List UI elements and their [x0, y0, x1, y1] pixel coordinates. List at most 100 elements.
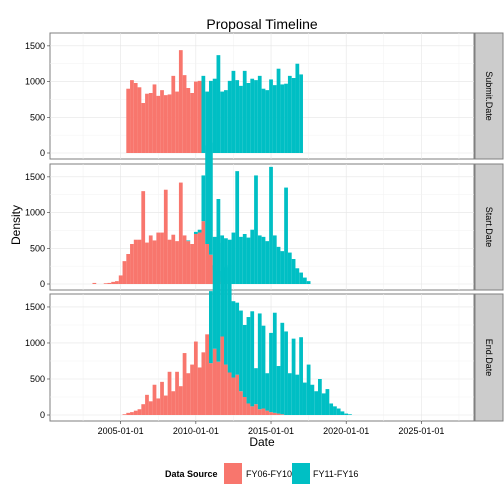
y-tick-label: 500 [30, 374, 45, 384]
y-tick-label: 1500 [25, 302, 45, 312]
bar [212, 348, 217, 415]
bar [295, 268, 300, 284]
bar [314, 391, 319, 415]
bar [284, 331, 288, 415]
bar [246, 403, 251, 415]
legend-title: Data Source [165, 469, 218, 479]
bar [145, 93, 149, 153]
bar [250, 311, 255, 407]
x-axis-ticks: 2005-01-01 2010-01-01 2015-01-01 2020-01-01… [98, 421, 444, 436]
bar [209, 80, 213, 153]
bar [242, 396, 247, 415]
bar [291, 338, 296, 415]
bar [216, 55, 221, 154]
y-tick-label: 500 [30, 112, 45, 122]
bar [220, 242, 225, 337]
bar [212, 236, 217, 270]
bar [201, 175, 206, 222]
bar [167, 94, 172, 153]
facet-strip [474, 163, 504, 291]
bar [235, 302, 240, 375]
x-axis-label: Date [249, 435, 275, 449]
bar [133, 83, 138, 153]
bar [212, 78, 217, 153]
x-tick-label: 2025-01-01 [398, 426, 444, 436]
bar [171, 75, 176, 153]
bar [299, 272, 303, 284]
legend-swatch-fy06-fy10 [224, 463, 242, 484]
bar [291, 259, 296, 284]
bar [239, 391, 243, 415]
bar [175, 91, 179, 153]
bar [242, 70, 247, 153]
bar [190, 93, 194, 153]
bar [163, 395, 168, 415]
bar [163, 189, 168, 284]
bar [250, 406, 255, 415]
bar [246, 317, 251, 404]
bar [130, 412, 134, 415]
bar [261, 88, 266, 153]
bar [257, 75, 262, 153]
y-tick-label: 1000 [25, 77, 45, 87]
bar [156, 398, 161, 415]
bar [133, 239, 138, 284]
bar [209, 142, 213, 255]
legend-swatch-fy11-fy16 [292, 463, 310, 484]
bar [209, 254, 213, 284]
bar [186, 88, 191, 153]
bar [257, 409, 262, 415]
bar [287, 373, 292, 415]
panel-start-date: 0 500 1000 1500 Start.Date [25, 142, 504, 291]
bar [152, 84, 157, 153]
bar [246, 237, 251, 284]
x-tick-label: 2015-01-01 [248, 426, 294, 436]
bar [156, 95, 161, 153]
bar [209, 291, 213, 364]
bar [302, 382, 307, 415]
bar [130, 80, 134, 153]
bar [201, 352, 206, 415]
facet-strip-label: Start.Date [484, 207, 494, 248]
bar [254, 80, 258, 153]
bar [224, 90, 228, 153]
bar [141, 103, 146, 153]
facet-strip-label: End.Date [484, 339, 494, 377]
bar [205, 145, 209, 244]
bar [130, 244, 134, 284]
bar [348, 414, 352, 415]
bar [197, 232, 202, 284]
bar [250, 78, 255, 153]
bar [272, 235, 277, 284]
bar [205, 334, 209, 415]
bar [216, 361, 221, 415]
bar [197, 80, 202, 153]
y-tick-label: 0 [40, 410, 45, 420]
bar [224, 238, 228, 284]
bar [231, 70, 236, 153]
bar [160, 381, 164, 415]
bar [190, 364, 194, 415]
bar [276, 68, 281, 153]
bar [141, 404, 146, 415]
x-tick-label: 2020-01-01 [323, 426, 369, 436]
bar [295, 374, 300, 415]
bar [257, 235, 262, 284]
bar [235, 171, 240, 284]
bar [178, 386, 183, 415]
bar [239, 85, 243, 153]
bar [186, 241, 191, 284]
bar [265, 410, 270, 415]
bar [163, 95, 168, 153]
bar [318, 378, 322, 415]
bar [254, 404, 258, 415]
bar [111, 281, 116, 284]
bar [254, 175, 258, 284]
bar [239, 236, 243, 284]
bar [145, 242, 149, 284]
bar [175, 241, 179, 284]
bar [265, 373, 270, 411]
y-tick-label: 1500 [25, 41, 45, 51]
bar [250, 229, 255, 284]
